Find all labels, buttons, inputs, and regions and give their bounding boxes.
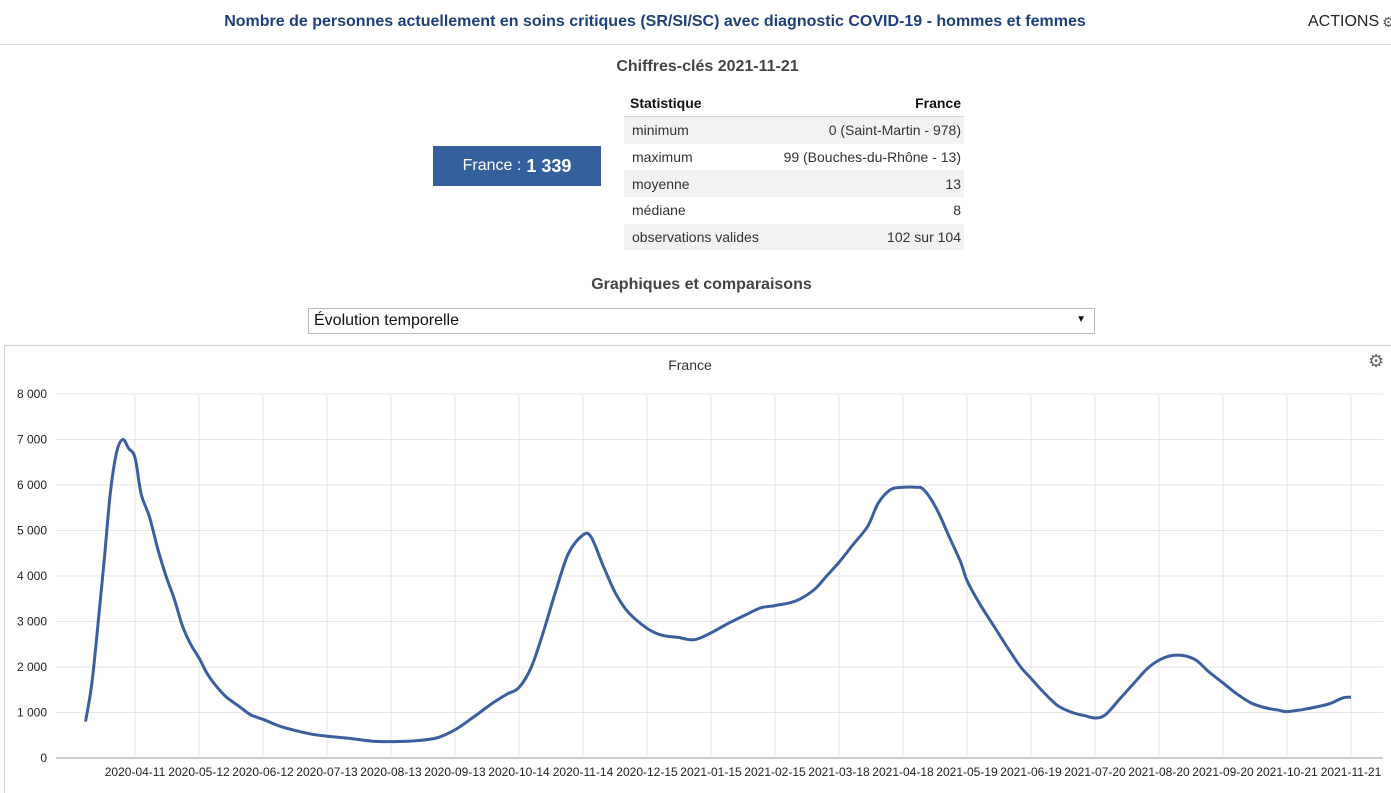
column-header: Statistique [624,90,768,117]
x-tick-label: 2021-09-20 [1192,765,1254,779]
table-row: observations valides 102 sur 104 [624,223,964,251]
chart-type-select[interactable]: Évolution temporelle ▼ [308,308,1095,334]
stat-name: maximum [632,149,693,166]
x-tick-label: 2020-07-13 [296,765,358,779]
x-tick-label: 2020-05-12 [168,765,230,779]
y-tick-label: 8 000 [17,387,47,401]
x-tick-label: 2021-01-15 [680,765,742,779]
chart-frame [4,345,1391,793]
x-tick-label: 2021-04-18 [872,765,934,779]
x-tick-label: 2020-10-14 [488,765,550,779]
x-tick-label: 2021-06-19 [1000,765,1062,779]
chart-series [84,437,1352,744]
x-tick-label: 2020-11-14 [553,765,614,779]
x-tick-label: 2021-03-18 [808,765,870,779]
table-row: moyenne 13 [624,170,964,198]
x-tick-label: 2021-10-21 [1256,765,1318,779]
stat-name: minimum [624,116,768,144]
x-tick-label: 2021-05-19 [936,765,998,779]
x-tick-label: 2021-08-20 [1128,765,1190,779]
summary-value: 1 339 [526,155,572,176]
summary-value-box: France : 1 339 [433,146,601,186]
y-tick-label: 3 000 [17,615,47,629]
table-row: maximum 99 (Bouches-du-Rhône - 13) [624,144,964,171]
gear-icon[interactable]: ⚙ [1368,351,1385,371]
x-tick-label: 2021-02-15 [744,765,806,779]
summary-label: France : [462,157,522,174]
x-tick-label: 2021-11-21 [1321,765,1382,779]
y-tick-label: 0 [40,751,47,765]
y-axis: 0 1 000 2 000 3 000 4 000 5 000 6 000 7 000 8 00… [17,387,47,765]
x-tick-label: 2020-06-12 [232,765,294,779]
x-tick-label: 2020-08-13 [360,765,422,779]
stat-value: 102 sur 104 [767,223,964,251]
series-line [84,437,1352,744]
page-title: Nombre de personnes actuellement en soin… [224,13,1086,30]
y-tick-label: 5 000 [17,524,47,538]
y-tick-label: 6 000 [17,478,47,492]
x-tick-label: 2020-09-13 [424,765,486,779]
stat-name: observations valides [624,223,768,251]
graphs-title: Graphiques et comparaisons [591,276,812,293]
column-header: France [767,90,964,117]
stat-value: 8 [953,202,961,219]
stat-value: 13 [767,170,964,198]
actions-label: ACTIONS [1308,13,1380,30]
stats-table: Statistique France minimum 0 (Saint-Mart… [624,90,964,251]
select-value: Évolution temporelle [314,312,459,329]
x-tick-label: 2021-07-20 [1064,765,1126,779]
x-tick-label: 2020-12-15 [616,765,678,779]
stat-name: moyenne [624,170,768,198]
chart-title: France [668,357,712,373]
caret-down-icon: ▼ [1076,314,1086,325]
y-tick-label: 7 000 [17,433,47,447]
actions-button[interactable]: ACTIONS ⚙ [1308,13,1391,31]
stat-value: 0 (Saint-Martin - 978) [767,116,964,144]
y-tick-label: 1 000 [17,706,47,720]
y-tick-label: 2 000 [17,660,47,674]
table-row: médiane 8 [624,197,964,224]
y-tick-label: 4 000 [17,569,47,583]
page-header: Nombre de personnes actuellement en soin… [0,0,1391,45]
stat-value: 99 (Bouches-du-Rhône - 13) [783,149,961,166]
chart-grid [56,393,1383,759]
stat-name: médiane [632,202,686,219]
x-tick-label: 2020-04-11 [105,765,166,779]
table-row: minimum 0 (Saint-Martin - 978) [624,116,964,144]
x-axis: 2020-04-11 2020-05-12 2020-06-12 2020-07-13… [105,765,1382,779]
table-header-row: Statistique France [624,90,964,117]
key-figures-title: Chiffres-clés 2021-11-21 [616,58,799,75]
gear-icon: ⚙ [1382,13,1391,30]
